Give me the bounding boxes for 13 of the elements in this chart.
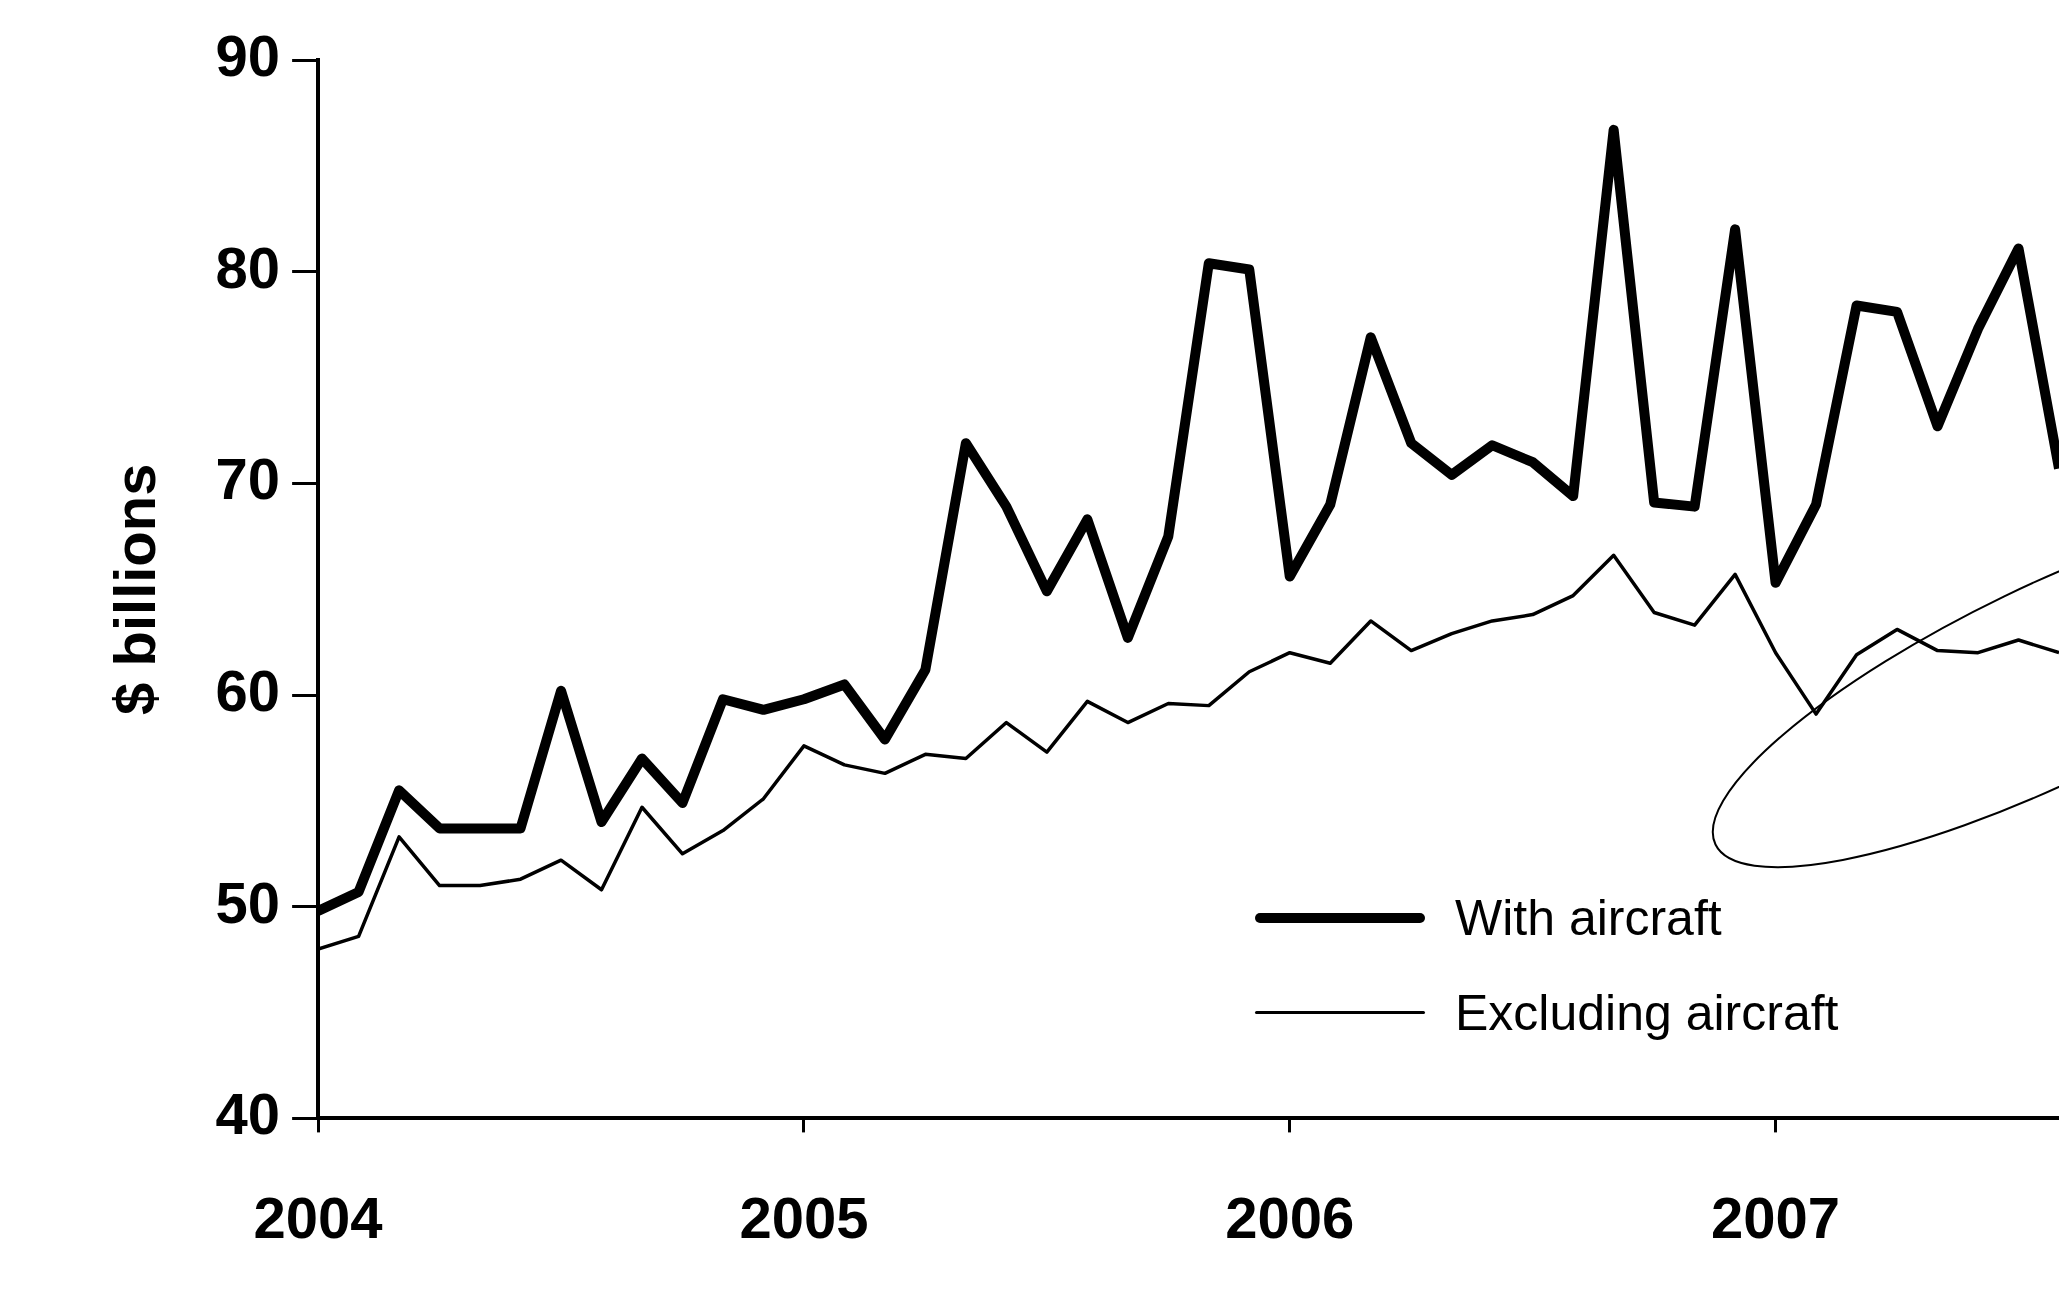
y-tick-label: 50 bbox=[215, 869, 281, 935]
y-tick-label: 90 bbox=[215, 23, 281, 88]
y-tick-label: 80 bbox=[215, 234, 281, 300]
y-tick-label: 60 bbox=[215, 658, 281, 724]
x-tick-label: 2007 bbox=[1711, 1185, 1841, 1251]
legend-label: With aircraft bbox=[1455, 888, 1722, 947]
y-axis-title: $ billions bbox=[101, 463, 167, 715]
x-tick-label: 2006 bbox=[1225, 1185, 1355, 1251]
x-tick-label: 2005 bbox=[739, 1185, 869, 1251]
x-tick-label: 2004 bbox=[253, 1185, 383, 1251]
y-tick-label: 70 bbox=[215, 446, 281, 512]
y-tick-label: 40 bbox=[215, 1081, 281, 1147]
legend-label: Excluding aircraft bbox=[1455, 983, 1839, 1042]
